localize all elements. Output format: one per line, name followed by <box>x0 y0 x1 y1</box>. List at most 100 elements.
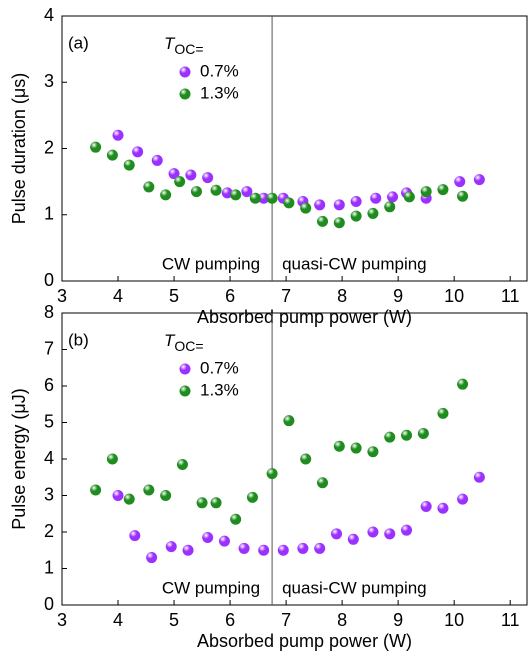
legend-marker <box>179 88 191 100</box>
y-tick-label: 4 <box>44 5 54 25</box>
panel-label: (a) <box>68 33 89 52</box>
data-point <box>106 453 118 465</box>
data-point <box>151 154 163 166</box>
plot-frame <box>61 312 528 606</box>
y-tick-label: 3 <box>44 484 54 504</box>
legend-title-sub: OC= <box>174 41 203 57</box>
data-point <box>165 541 177 553</box>
data-point <box>129 530 141 542</box>
data-point <box>347 533 359 545</box>
x-tick-label: 3 <box>57 610 67 630</box>
data-point <box>317 477 329 489</box>
data-point <box>132 146 144 158</box>
data-point <box>106 149 118 161</box>
data-point <box>202 531 214 543</box>
data-point <box>283 415 295 427</box>
legend-label: 0.7% <box>200 358 239 377</box>
x-tick-label: 5 <box>169 610 179 630</box>
data-point <box>176 458 188 470</box>
data-point <box>384 201 396 213</box>
panel-label: (b) <box>68 330 89 349</box>
data-point <box>384 431 396 443</box>
data-point <box>266 468 278 480</box>
x-tick-label: 3 <box>57 286 67 306</box>
y-tick-label: 8 <box>44 302 54 322</box>
data-point <box>230 513 242 525</box>
x-tick-label: 7 <box>281 610 291 630</box>
data-point <box>185 169 197 181</box>
data-point <box>454 176 466 188</box>
data-point <box>403 191 415 203</box>
data-point <box>146 552 158 564</box>
data-point <box>190 186 202 198</box>
data-point <box>174 176 186 188</box>
legend-marker <box>179 363 191 375</box>
data-point <box>420 186 432 198</box>
x-tick-label: 11 <box>501 610 520 630</box>
data-point <box>238 542 250 554</box>
data-point <box>370 192 382 204</box>
legend-title: TOC= <box>164 331 204 353</box>
y-tick-label: 3 <box>44 71 54 91</box>
data-point <box>123 159 135 171</box>
x-tick-label: 4 <box>113 610 123 630</box>
data-point <box>331 528 343 540</box>
x-tick-label: 10 <box>444 610 464 630</box>
data-point <box>367 526 379 538</box>
data-point <box>160 189 172 201</box>
data-point <box>123 493 135 505</box>
annotation: quasi-CW pumping <box>282 578 427 597</box>
legend-label: 0.7% <box>200 61 239 80</box>
annotation: quasi-CW pumping <box>282 254 427 273</box>
data-point <box>168 168 180 180</box>
data-point <box>387 191 399 203</box>
legend-title-sub: OC= <box>174 338 203 354</box>
data-point <box>457 190 469 202</box>
data-point <box>333 217 345 229</box>
data-point <box>300 453 312 465</box>
x-tick-label: 9 <box>393 286 403 306</box>
data-point <box>210 184 222 196</box>
data-point <box>350 196 362 207</box>
data-point <box>297 542 309 554</box>
legend-title-main: T <box>164 331 176 350</box>
x-tick-label: 9 <box>393 610 403 630</box>
x-tick-label: 11 <box>501 286 520 306</box>
data-point <box>283 197 295 209</box>
data-point <box>246 491 258 503</box>
data-point <box>160 490 172 501</box>
data-point <box>367 446 379 458</box>
data-point <box>182 544 194 556</box>
data-point <box>350 210 362 222</box>
legend-title: TOC= <box>164 34 204 56</box>
data-point <box>258 544 270 556</box>
data-point <box>258 192 270 204</box>
y-tick-label: 5 <box>44 411 54 431</box>
data-point <box>333 199 345 211</box>
y-axis-label: Pulse energy (μJ) <box>9 388 29 529</box>
data-point <box>112 490 124 501</box>
x-axis-label: Absorbed pump power (W) <box>197 307 412 327</box>
data-point <box>202 172 214 184</box>
y-tick-label: 2 <box>44 521 54 541</box>
x-tick-label: 7 <box>281 286 291 306</box>
data-point <box>437 407 449 419</box>
data-point <box>333 440 345 452</box>
data-point <box>317 215 329 227</box>
data-point <box>401 524 413 536</box>
data-point <box>437 502 449 514</box>
plot-frame <box>61 15 528 282</box>
x-axis-label: Absorbed pump power (W) <box>197 631 412 651</box>
y-tick-label: 1 <box>44 557 54 577</box>
legend-title-main: T <box>164 34 176 53</box>
x-tick-label: 10 <box>444 286 464 306</box>
x-tick-label: 8 <box>337 610 347 630</box>
y-axis-label: Pulse duration (μs) <box>9 73 29 224</box>
y-tick-label: 0 <box>44 594 54 614</box>
data-point <box>90 141 102 153</box>
data-point <box>230 189 242 201</box>
data-point <box>384 528 396 540</box>
data-point <box>112 129 124 141</box>
data-point <box>367 207 379 219</box>
